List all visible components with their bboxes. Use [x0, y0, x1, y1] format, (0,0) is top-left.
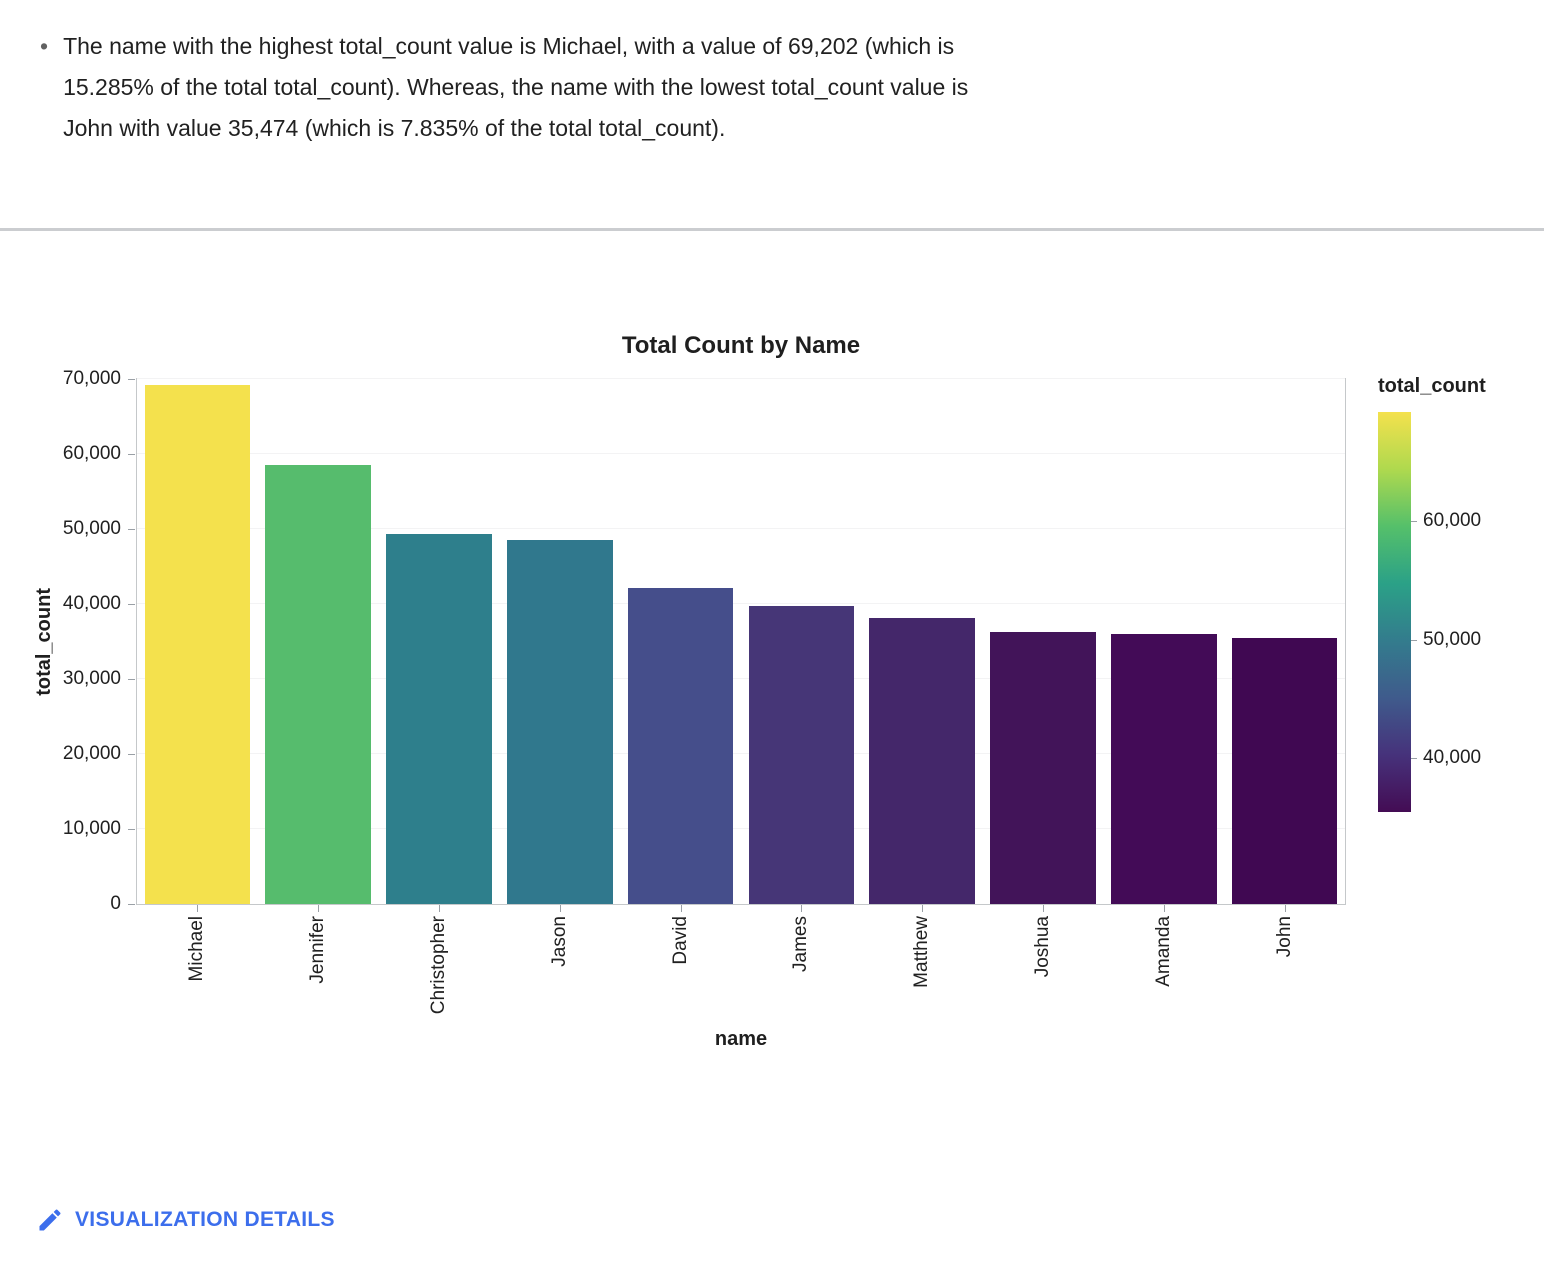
visualization-details[interactable]: VISUALIZATION DETAILS: [36, 1206, 335, 1234]
legend-tick-label: 40,000: [1423, 747, 1482, 769]
y-axis-tick: [128, 454, 135, 455]
x-axis-tick: [680, 905, 682, 912]
legend-labels: 60,000 50,000 40,000: [1378, 375, 1544, 845]
x-axis-tick: [197, 905, 199, 912]
y-axis-tick: [128, 604, 135, 605]
y-axis-tick-label: 40,000: [62, 593, 121, 614]
chart-title: Total Count by Name: [621, 332, 861, 359]
legend-tick: [1411, 758, 1417, 760]
gridline: [137, 528, 1345, 529]
legend-tick: [1411, 639, 1417, 641]
x-axis-tick: [922, 905, 924, 912]
x-axis-tick-label: Amanda: [1152, 916, 1174, 987]
x-axis-tick-label: Jason: [548, 916, 570, 967]
y-axis-tick: [128, 754, 135, 755]
gridline: [137, 678, 1345, 679]
x-axis-tick-label: John: [1273, 916, 1295, 958]
x-axis-tick-label: Matthew: [911, 916, 933, 988]
section-divider: [0, 228, 1544, 231]
bar-amanda[interactable]: [1110, 634, 1217, 904]
y-axis-tick-label: 50,000: [62, 518, 121, 539]
x-axis-tick: [318, 905, 320, 912]
gridline: [137, 378, 1345, 379]
y-axis-tick-label: 10,000: [62, 818, 121, 839]
bar-christopher[interactable]: [386, 533, 492, 904]
bar-michael[interactable]: [144, 385, 251, 904]
bullet-point: •: [40, 33, 49, 59]
x-axis-tick: [1043, 905, 1044, 912]
x-axis-tick-label: Christopher: [428, 916, 449, 1015]
legend-tick-label: 50,000: [1423, 628, 1482, 650]
y-axis-tick: [128, 904, 135, 905]
x-axis-tick-label: Michael: [186, 916, 208, 982]
gridline: [137, 453, 1345, 454]
x-axis-tick: [801, 905, 803, 912]
pencil-edit-icon: [39, 1209, 61, 1231]
x-axis-tick: [1284, 905, 1286, 912]
y-axis-tick-label: 0: [110, 893, 121, 914]
y-axis-tick: [128, 529, 135, 530]
x-axis-tick: [1163, 905, 1165, 912]
y-axis-tick-label: 20,000: [62, 743, 121, 764]
x-axis-tick-label: David: [669, 916, 691, 965]
bar-jason[interactable]: [506, 540, 613, 904]
legend-title: total_count: [1378, 375, 1486, 397]
plot-area: [136, 378, 1346, 905]
bar-joshua[interactable]: [990, 631, 1096, 904]
x-axis-tick-label: James: [790, 916, 812, 972]
x-axis-tick: [559, 905, 561, 912]
insight-text: The name with the highest total_count va…: [63, 33, 969, 141]
bar-jennifer[interactable]: [265, 464, 372, 904]
y-axis-tick: [128, 679, 135, 680]
bar-james[interactable]: [748, 606, 855, 904]
x-axis-title: name: [714, 1028, 768, 1050]
gridline: [137, 828, 1345, 829]
gridline: [137, 603, 1345, 604]
color-legend: total_count 60,000 50,000 40,000: [1378, 375, 1544, 845]
x-axis-tick: [439, 905, 440, 912]
visualization-details-label: VISUALIZATION DETAILS: [75, 1208, 335, 1231]
legend-tick: [1411, 521, 1417, 523]
bar-david[interactable]: [627, 587, 734, 904]
y-axis-tick: [128, 379, 135, 380]
y-axis-tick-label: 60,000: [62, 443, 121, 464]
y-axis: 0 10,000 20,000 30,000 40,000 50,000 60,000 70,…: [0, 368, 136, 914]
legend-tick-label: 60,000: [1423, 510, 1482, 532]
y-axis-tick-label: 30,000: [62, 668, 121, 689]
y-axis-tick: [128, 829, 135, 830]
y-axis-tick-label: 70,000: [62, 368, 121, 389]
x-axis-tick-label: Jennifer: [307, 916, 329, 984]
bar-matthew[interactable]: [869, 618, 976, 904]
legend-gradient: [1378, 412, 1411, 812]
gridline: [137, 753, 1345, 754]
x-axis: Michael Jennifer Christopher Jason David Jame…: [136, 905, 1346, 1055]
bar-john[interactable]: [1231, 637, 1338, 904]
insight-bullet-item: • The name with the highest total_count …: [40, 26, 983, 149]
x-axis-tick-label: Joshua: [1032, 916, 1053, 978]
